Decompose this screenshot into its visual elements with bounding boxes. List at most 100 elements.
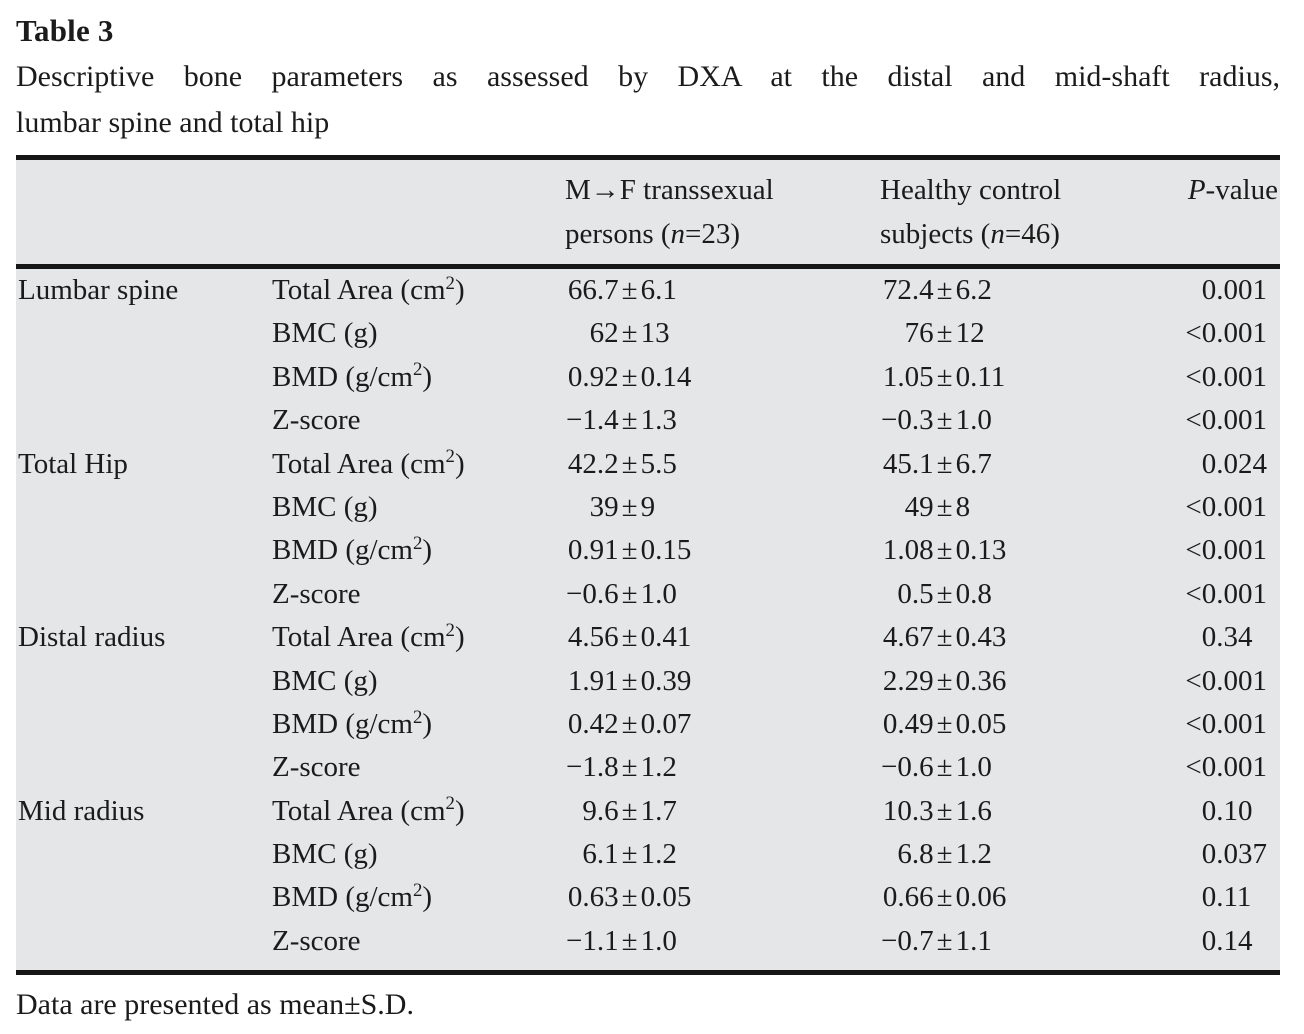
plus-minus-sign: ± <box>936 274 953 306</box>
p-value: <0.001 <box>1185 404 1267 437</box>
column-header-line: P-value <box>1187 174 1278 206</box>
row-parameter-label: BMC (g) <box>272 317 378 350</box>
control-value: 1.05 ±0.11 <box>882 360 1006 393</box>
row-group-label <box>16 660 272 703</box>
p-value: 0.14 <box>1201 924 1253 957</box>
plus-minus-sign: ± <box>621 707 638 740</box>
control-value: −0.3 ±1.0 <box>881 404 992 437</box>
plus-minus-sign: ± <box>621 490 638 523</box>
table-body: Lumbar spine Total Area (cm2) 66.7 ±6.1 72.4… <box>16 269 1280 970</box>
mf-value: 1.91 ±0.39 <box>567 664 692 697</box>
mf-value: 9.6 ±1.7 <box>582 794 677 827</box>
p-value: 0.024 <box>1201 447 1267 480</box>
row-group-label <box>16 833 272 876</box>
row-parameter-label: Z-score <box>272 404 361 437</box>
column-header-group <box>16 168 272 256</box>
row-parameter-label: Total Area (cm2) <box>272 272 465 306</box>
plus-minus-sign: ± <box>936 794 953 827</box>
control-value: 2.29 ±0.36 <box>882 664 1007 697</box>
row-parameter-label: BMC (g) <box>272 838 378 871</box>
plus-minus-sign: ± <box>936 621 953 654</box>
plus-minus-sign: ± <box>936 707 953 740</box>
plus-minus-sign: ± <box>621 838 638 871</box>
plus-minus-sign: ± <box>936 751 953 784</box>
row-group-label: Mid radius <box>18 794 145 827</box>
column-header-line: M→F transsexual <box>565 174 774 206</box>
control-value: 10.3 ±1.6 <box>882 794 992 827</box>
column-header-line: subjects (n=46) <box>880 218 1060 250</box>
row-group-label <box>16 920 272 963</box>
plus-minus-sign: ± <box>621 360 638 393</box>
p-value: <0.001 <box>1185 664 1267 697</box>
plus-minus-sign: ± <box>936 534 953 567</box>
mf-value: 62 ±13 <box>589 317 670 350</box>
mf-value: 39 ±9 <box>589 490 656 523</box>
column-header-control: Healthy control subjects (n=46) <box>880 168 1174 256</box>
row-group-label <box>16 312 272 355</box>
mf-value: 0.42 ±0.07 <box>567 707 692 740</box>
column-header-mf: M→F transsexual persons (n=23) <box>565 168 880 256</box>
plus-minus-sign: ± <box>936 447 953 480</box>
plus-minus-sign: ± <box>621 621 638 654</box>
row-group-label <box>16 486 272 529</box>
mf-value: 0.91 ±0.15 <box>567 534 692 567</box>
row-parameter-label: Z-score <box>272 751 361 784</box>
mf-value: 4.56 ±0.41 <box>567 621 692 654</box>
plus-minus-sign: ± <box>621 317 638 350</box>
mf-value: −1.1 ±1.0 <box>566 924 677 957</box>
plus-minus-sign: ± <box>621 577 638 610</box>
control-value: 0.5 ±0.8 <box>897 577 992 610</box>
plus-minus-sign: ± <box>621 274 638 306</box>
mf-value: 0.63 ±0.05 <box>567 881 692 914</box>
row-group-label: Lumbar spine <box>18 274 179 306</box>
p-value: <0.001 <box>1185 751 1267 784</box>
table-caption-line: Descriptive bone parameters as assessed … <box>16 60 1280 93</box>
row-group-label <box>16 876 272 919</box>
p-value: <0.001 <box>1185 534 1267 567</box>
plus-minus-sign: ± <box>621 794 638 827</box>
p-value: <0.001 <box>1185 577 1267 610</box>
plus-minus-sign: ± <box>621 664 638 697</box>
table-title: Table 3 <box>16 13 114 48</box>
control-value: 4.67 ±0.43 <box>882 621 1007 654</box>
table-footnote: Data are presented as mean±S.D. <box>16 988 414 1022</box>
plus-minus-sign: ± <box>621 447 638 480</box>
column-header-pvalue: P-value <box>1174 168 1280 256</box>
control-value: 0.49 ±0.05 <box>882 707 1007 740</box>
p-value: 0.34 <box>1201 621 1253 654</box>
plus-minus-sign: ± <box>936 924 953 957</box>
row-group-label <box>16 399 272 442</box>
p-value: 0.11 <box>1201 881 1252 914</box>
plus-minus-sign: ± <box>621 924 638 957</box>
p-value: 0.037 <box>1201 838 1267 871</box>
p-value: <0.001 <box>1185 360 1267 393</box>
plus-minus-sign: ± <box>936 490 953 523</box>
dxa-parameters-table: M→F transsexual persons (n=23) Healthy con… <box>16 155 1280 976</box>
row-group-label <box>16 746 272 789</box>
plus-minus-sign: ± <box>936 664 953 697</box>
row-parameter-label: BMC (g) <box>272 664 378 697</box>
row-group-label <box>16 356 272 399</box>
row-parameter-label: BMC (g) <box>272 490 378 523</box>
control-value: 0.66 ±0.06 <box>882 881 1007 914</box>
table-caption: Descriptive bone parameters as assessed … <box>16 54 1280 146</box>
control-value: 76 ±12 <box>904 317 985 350</box>
mf-value: −0.6 ±1.0 <box>566 577 677 610</box>
column-header-line: persons (n=23) <box>565 218 741 250</box>
row-parameter-label: Z-score <box>272 577 361 610</box>
plus-minus-sign: ± <box>936 317 953 350</box>
plus-minus-sign: ± <box>621 751 638 784</box>
row-parameter-label: BMD (g/cm2) <box>272 880 433 914</box>
control-value: 6.8 ±1.2 <box>897 838 992 871</box>
control-value: 72.4 ±6.2 <box>882 274 992 306</box>
row-parameter-label: Total Area (cm2) <box>272 446 465 480</box>
p-value: <0.001 <box>1185 707 1267 740</box>
row-parameter-label: BMD (g/cm2) <box>272 359 433 393</box>
table-caption-line: lumbar spine and total hip <box>16 106 330 139</box>
mf-value: −1.8 ±1.2 <box>566 751 677 784</box>
mf-value: −1.4 ±1.3 <box>566 404 677 437</box>
mf-value: 66.7 ±6.1 <box>567 274 677 306</box>
mf-value: 6.1 ±1.2 <box>582 838 677 871</box>
row-group-label <box>16 703 272 746</box>
